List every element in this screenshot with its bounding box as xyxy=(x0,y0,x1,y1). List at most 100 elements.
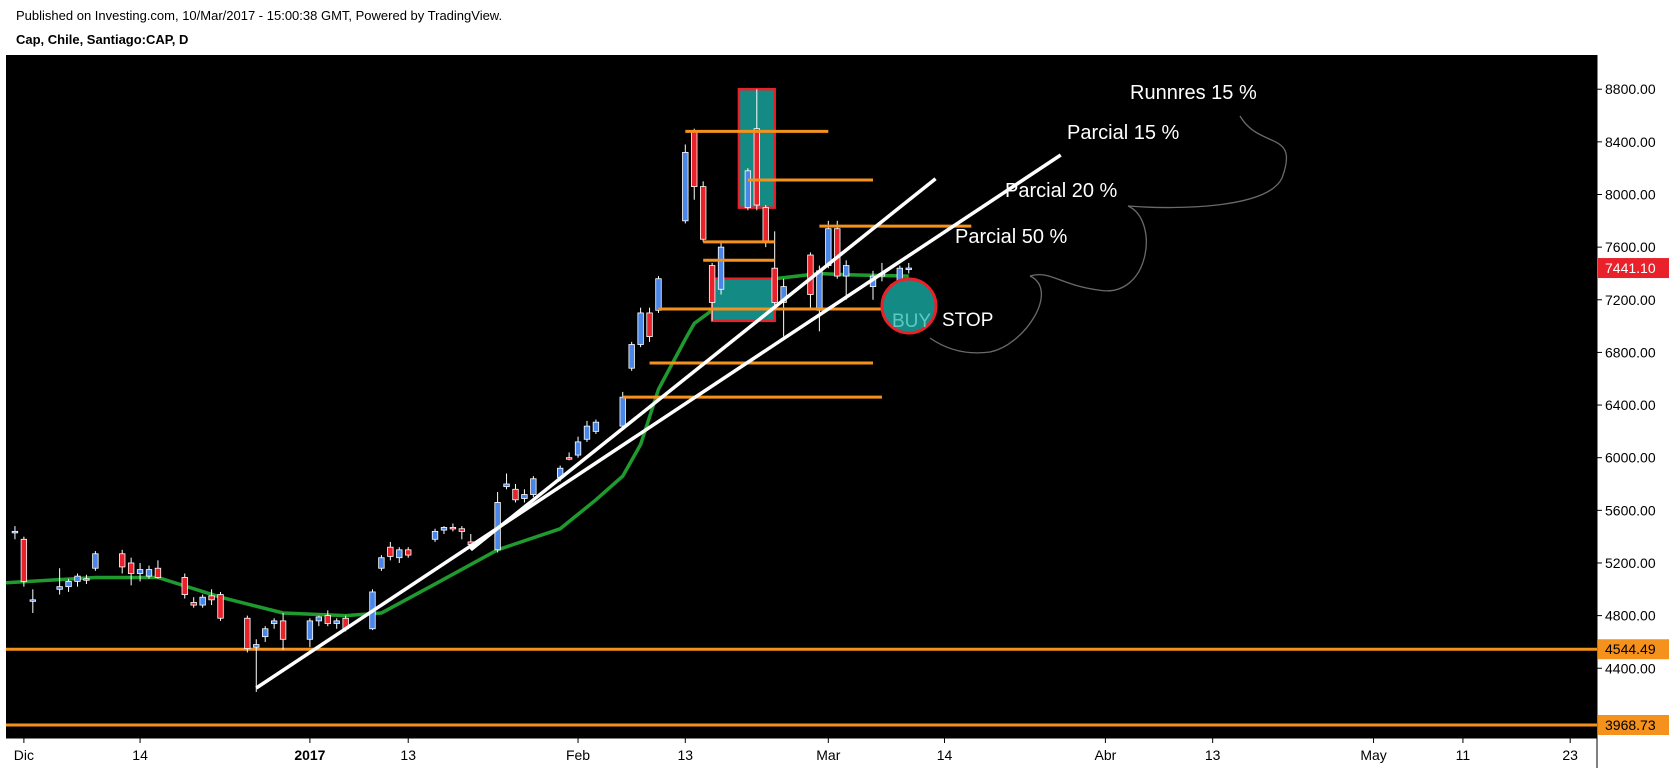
time-axis-area xyxy=(6,738,1597,768)
x-tick-label: 23 xyxy=(1562,747,1578,763)
candle-body xyxy=(825,228,832,266)
candle-body xyxy=(700,186,707,240)
candle-body xyxy=(270,620,278,624)
annotation-buy: BUY xyxy=(892,311,931,332)
x-tick-label: May xyxy=(1360,747,1386,763)
candle-body xyxy=(119,553,126,568)
candle-body xyxy=(405,549,412,556)
candle-body xyxy=(449,527,457,530)
candle-body xyxy=(780,286,787,303)
price-tag-label: 7441.10 xyxy=(1605,260,1656,276)
sketch-curve xyxy=(1029,205,1147,292)
candle-body xyxy=(199,596,206,606)
y-tick-label: 5200.00 xyxy=(1605,555,1656,571)
y-tick-label: 8800.00 xyxy=(1605,81,1656,97)
candle-body xyxy=(378,557,385,569)
candle-body xyxy=(29,599,36,602)
y-tick-label: 8400.00 xyxy=(1605,134,1656,150)
trend-line xyxy=(255,153,1062,690)
y-tick-label: 6000.00 xyxy=(1605,450,1656,466)
symbol-title: Cap, Chile, Santiago:CAP, D xyxy=(16,32,189,47)
y-tick-label: 4800.00 xyxy=(1605,608,1656,624)
x-tick-label: 11 xyxy=(1456,747,1471,763)
x-tick-label: 2017 xyxy=(294,747,325,763)
candle-body xyxy=(744,170,752,209)
y-tick-label: 5600.00 xyxy=(1605,502,1656,518)
candle-body xyxy=(74,575,81,582)
sketch-curve xyxy=(1127,115,1288,209)
candle-body xyxy=(387,546,394,557)
annotation-parcial-20: Parcial 20 % xyxy=(1005,180,1117,202)
candle-body xyxy=(217,594,224,619)
candle-body xyxy=(262,628,269,638)
candle-body xyxy=(646,312,653,338)
candle-body xyxy=(717,246,725,290)
candle-body xyxy=(682,151,689,222)
candle-body xyxy=(440,527,448,531)
candle-body xyxy=(154,567,162,578)
candle-body xyxy=(244,617,251,649)
candle-body xyxy=(324,615,331,624)
candle-body xyxy=(521,494,528,499)
y-tick-label: 6400.00 xyxy=(1605,397,1656,413)
price-tag-box xyxy=(1598,258,1669,279)
candle-body xyxy=(136,569,144,574)
candle-body xyxy=(655,278,662,311)
price-tag-box xyxy=(1598,639,1669,660)
candle-body xyxy=(691,130,698,187)
candle-body xyxy=(574,441,582,456)
annotation-stop: STOP xyxy=(942,310,993,331)
candle-body xyxy=(11,530,19,534)
x-tick-label: Abr xyxy=(1095,747,1117,763)
candle-body xyxy=(807,254,814,295)
candle-body xyxy=(253,644,260,648)
candle-body xyxy=(619,396,626,427)
candle-body xyxy=(637,312,644,345)
annotation-parcial-50: Parcial 50 % xyxy=(955,226,1067,248)
price-axis-area xyxy=(1597,55,1670,738)
candle-body xyxy=(503,483,510,488)
x-tick-label: 14 xyxy=(132,747,148,763)
candle-body xyxy=(628,344,635,369)
candle-body xyxy=(834,228,841,277)
x-tick-label: 13 xyxy=(678,747,694,763)
candle-body xyxy=(127,562,135,574)
candle-body xyxy=(512,488,519,501)
candle-body xyxy=(65,580,72,588)
x-tick-label: Feb xyxy=(566,747,590,763)
candle-body xyxy=(905,267,912,270)
candle-body xyxy=(396,549,403,559)
y-tick-label: 7200.00 xyxy=(1605,292,1656,308)
candle-body xyxy=(753,128,760,206)
y-tick-label: 6800.00 xyxy=(1605,344,1656,360)
candle-body xyxy=(431,530,439,540)
trend-line xyxy=(469,177,937,552)
price-tag-box xyxy=(1598,715,1669,736)
candle-body xyxy=(771,267,778,303)
annotation-parcial-15: Parcial 15 % xyxy=(1067,122,1179,144)
candle-body xyxy=(583,425,591,440)
candle-body xyxy=(208,595,215,601)
y-tick-label: 7600.00 xyxy=(1605,239,1656,255)
candle-body xyxy=(56,586,63,590)
price-tag-label: 4544.49 xyxy=(1605,641,1656,657)
y-tick-label: 4400.00 xyxy=(1605,660,1656,676)
candle-body xyxy=(20,538,28,582)
candle-body xyxy=(762,207,769,243)
candle-body xyxy=(565,457,573,460)
x-tick-label: 14 xyxy=(937,747,953,763)
candle-body xyxy=(83,578,90,581)
candle-body xyxy=(708,265,716,303)
x-tick-label: Mar xyxy=(816,747,840,763)
candle-body xyxy=(279,620,287,640)
price-tag-label: 3968.73 xyxy=(1605,717,1656,733)
y-tick-label: 8000.00 xyxy=(1605,186,1656,202)
x-tick-label: 13 xyxy=(1205,747,1221,763)
candle-body xyxy=(306,620,314,640)
candle-body xyxy=(92,553,99,569)
candle-body xyxy=(458,528,466,532)
annotation-runners: Runnres 15 % xyxy=(1130,82,1257,104)
candle-body xyxy=(843,265,850,277)
sketch-curve xyxy=(929,275,1042,354)
